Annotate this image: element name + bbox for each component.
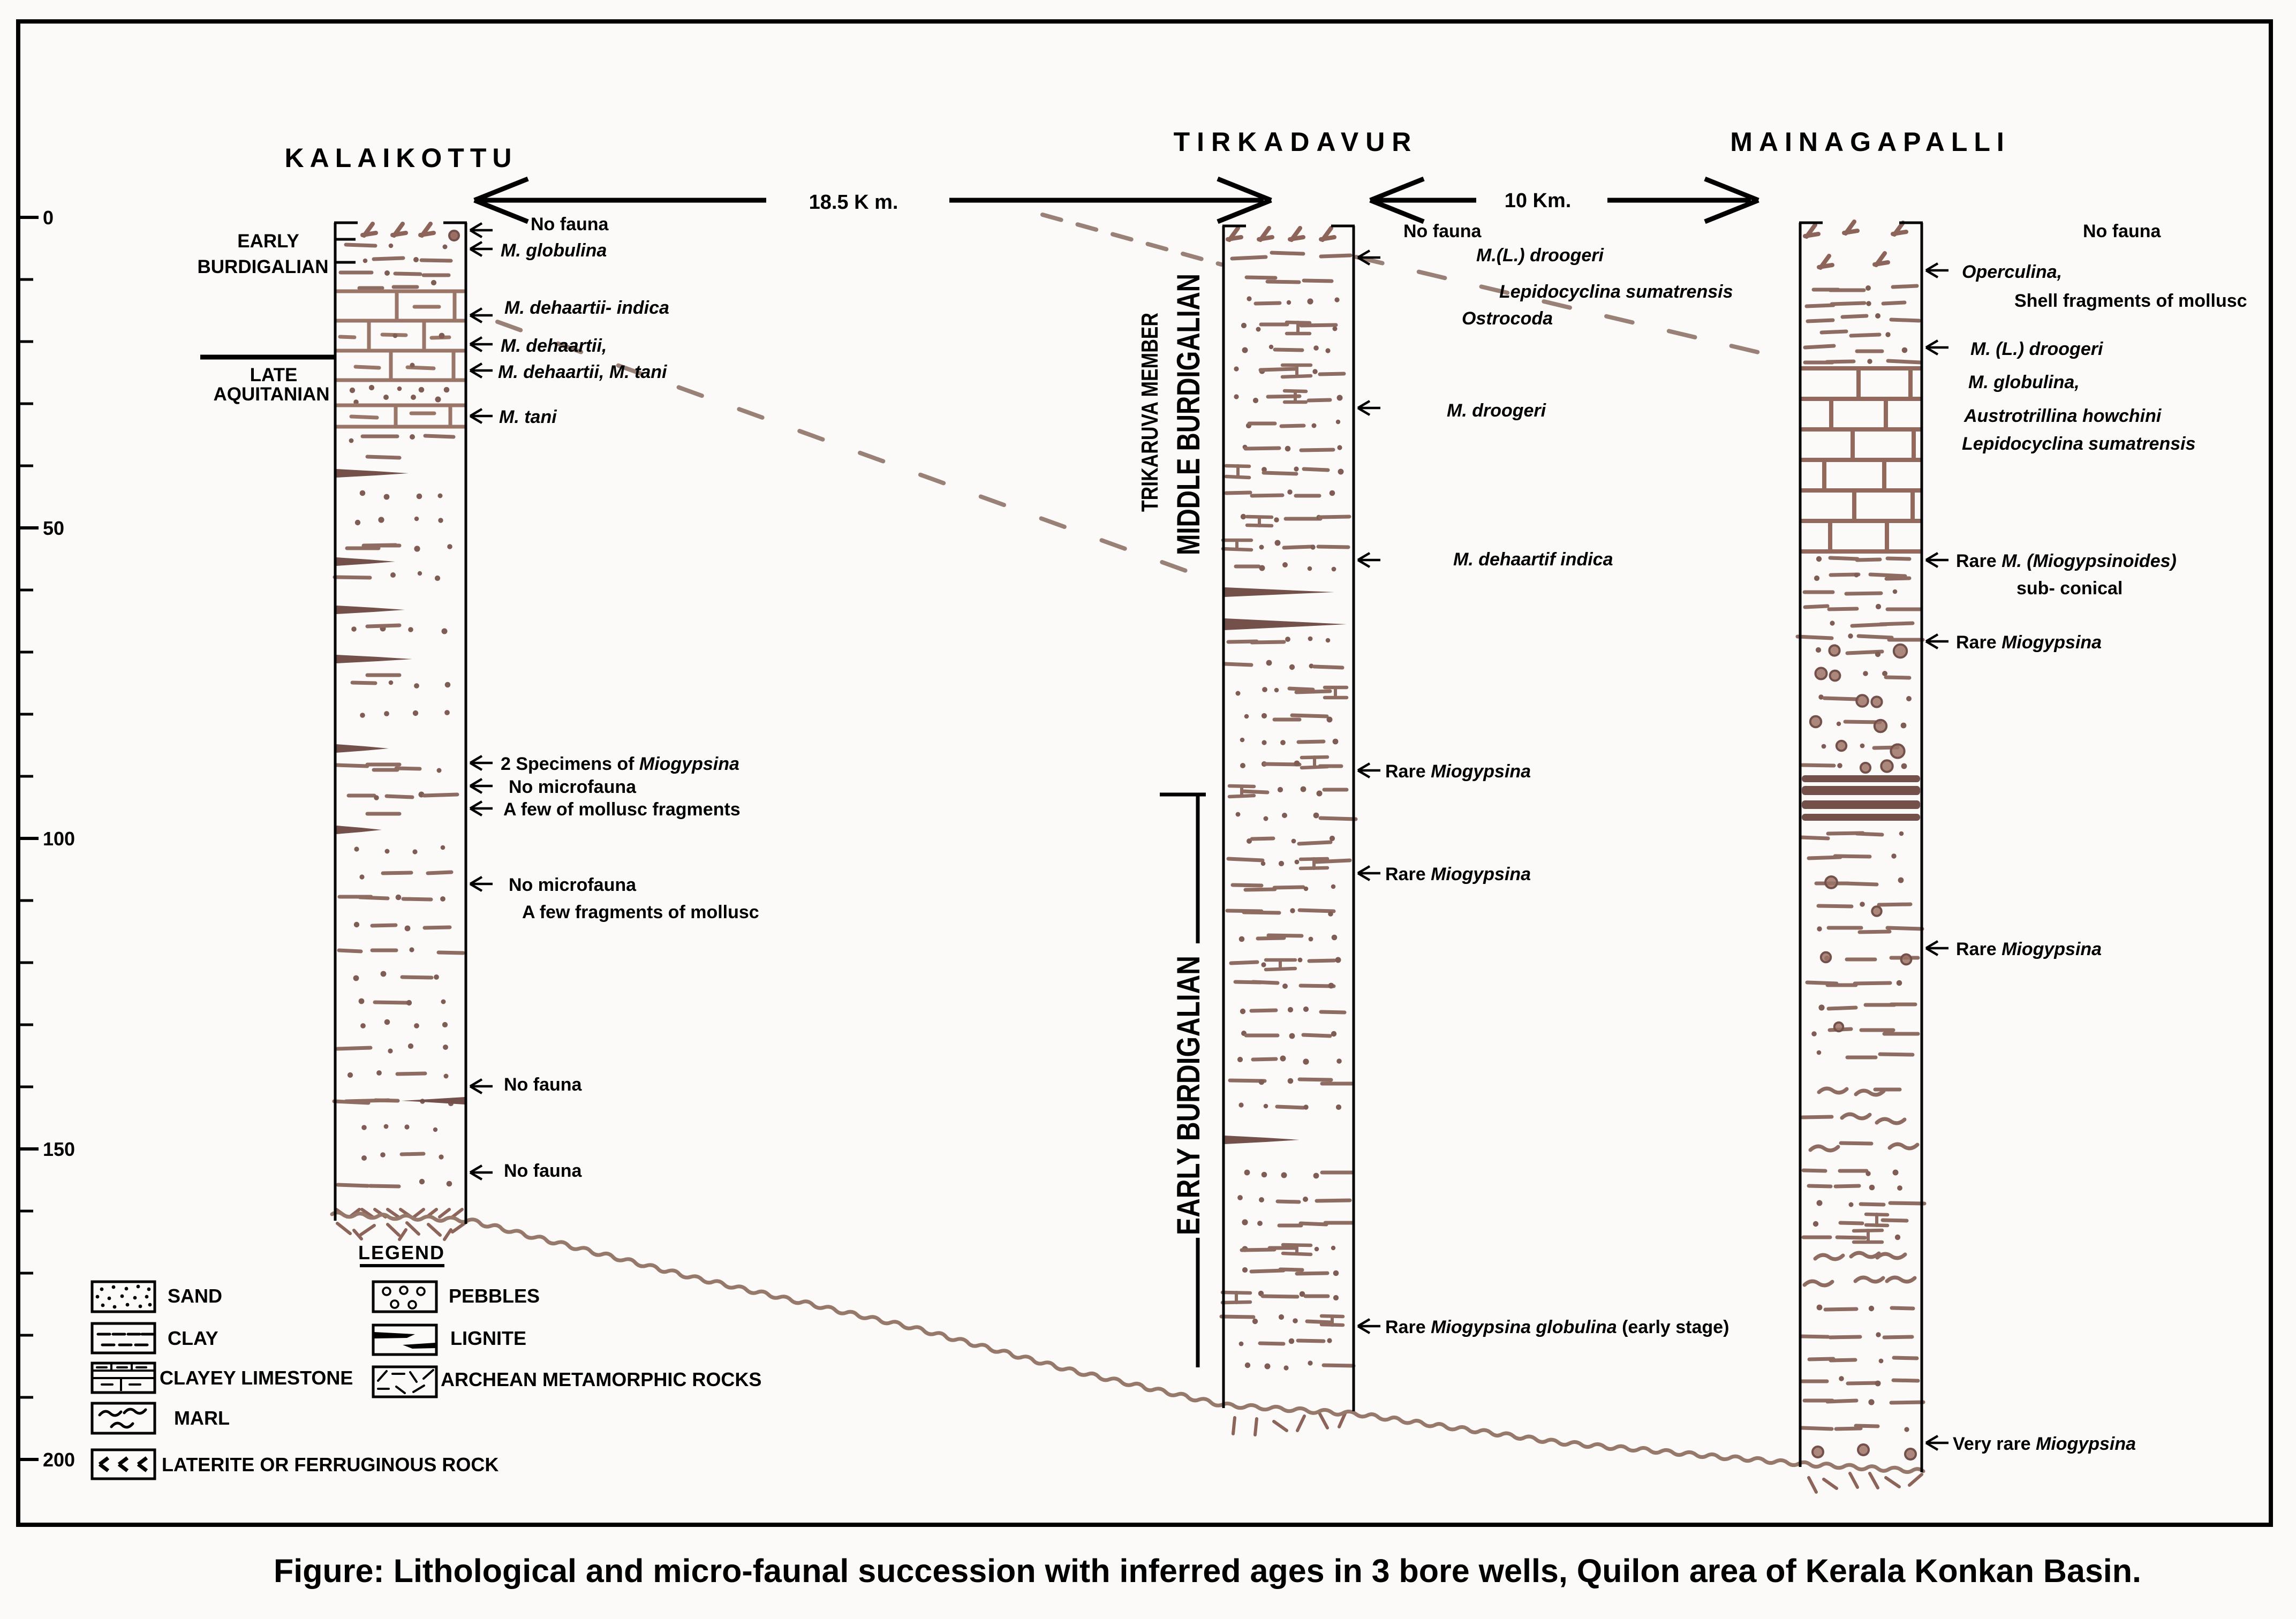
svg-text:M. (L.) droogeri: M. (L.) droogeri	[1970, 339, 2104, 359]
svg-text:Rare Miogypsina: Rare Miogypsina	[1956, 632, 2102, 653]
svg-text:MARL: MARL	[174, 1407, 230, 1429]
svg-text:M. globulina: M. globulina	[501, 240, 607, 261]
svg-text:No microfauna: No microfauna	[509, 777, 637, 797]
svg-text:M. droogeri: M. droogeri	[1447, 400, 1547, 421]
svg-text:Rare M. (Miogypsinoides): Rare M. (Miogypsinoides)	[1956, 551, 2177, 571]
svg-text:Rare Miogypsina: Rare Miogypsina	[1956, 939, 2102, 959]
svg-text:Rare Miogypsina globulina (ear: Rare Miogypsina globulina (early stage)	[1385, 1317, 1729, 1337]
svg-text:LIGNITE: LIGNITE	[450, 1327, 526, 1349]
svg-text:A few of mollusc fragments: A few of mollusc fragments	[503, 799, 741, 820]
svg-text:50: 50	[43, 517, 64, 539]
svg-text:0: 0	[43, 207, 54, 229]
svg-text:SAND: SAND	[168, 1285, 222, 1307]
svg-text:Rare Miogypsina: Rare Miogypsina	[1385, 864, 1531, 884]
svg-text:M. dehaartii, M. tani: M. dehaartii, M. tani	[498, 362, 668, 382]
svg-text:EARLY BURDIGALIAN: EARLY BURDIGALIAN	[1170, 956, 1206, 1235]
svg-text:M.(L.) droogeri: M.(L.) droogeri	[1476, 245, 1605, 266]
svg-text:ARCHEAN METAMORPHIC ROCKS: ARCHEAN METAMORPHIC ROCKS	[441, 1368, 761, 1390]
svg-text:Operculina,: Operculina,	[1962, 262, 2062, 282]
svg-text:Lepidocyclina sumatrensis: Lepidocyclina sumatrensis	[1499, 282, 1733, 302]
svg-text:Figure: Lithological and micro: Figure: Lithological and micro-faunal su…	[274, 1553, 2141, 1589]
svg-text:CLAY: CLAY	[168, 1327, 218, 1349]
svg-text:KALAIKOTTU: KALAIKOTTU	[285, 143, 518, 173]
svg-text:M. dehaartif indica: M. dehaartif indica	[1453, 549, 1613, 570]
svg-text:Austrotrillina howchini: Austrotrillina howchini	[1963, 406, 2162, 426]
svg-text:M. tani: M. tani	[499, 407, 557, 427]
svg-text:No fauna: No fauna	[504, 1161, 583, 1181]
svg-text:18.5 K m.: 18.5 K m.	[809, 191, 898, 214]
svg-text:LEGEND: LEGEND	[358, 1242, 445, 1264]
svg-text:Very rare Miogypsina: Very rare Miogypsina	[1953, 1434, 2136, 1454]
svg-text:Lepidocyclina sumatrensis: Lepidocyclina sumatrensis	[1962, 434, 2196, 454]
svg-text:LATERITE OR FERRUGINOUS ROCK: LATERITE OR FERRUGINOUS ROCK	[162, 1454, 499, 1476]
svg-text:sub- conical: sub- conical	[2016, 578, 2123, 599]
svg-text:EARLY: EARLY	[237, 231, 299, 252]
svg-text:200: 200	[43, 1449, 75, 1471]
svg-text:No fauna: No fauna	[1403, 221, 1482, 241]
svg-text:LATE: LATE	[250, 365, 298, 385]
svg-text:A few fragments of mollusc: A few fragments of mollusc	[522, 902, 759, 922]
svg-text:No microfauna: No microfauna	[509, 875, 637, 895]
svg-text:AQUITANIAN: AQUITANIAN	[213, 384, 329, 405]
svg-text:No fauna: No fauna	[2083, 221, 2162, 241]
svg-text:100: 100	[43, 828, 75, 850]
svg-text:TRIKARUVA MEMBER: TRIKARUVA MEMBER	[1137, 313, 1163, 512]
svg-text:10 Km.: 10 Km.	[1505, 190, 1572, 212]
svg-text:M. dehaartii,: M. dehaartii,	[501, 336, 607, 356]
svg-text:MAINAGAPALLI: MAINAGAPALLI	[1730, 127, 2011, 157]
svg-text:M. globulina,: M. globulina,	[1968, 372, 2080, 392]
svg-text:CLAYEY LIMESTONE: CLAYEY LIMESTONE	[160, 1367, 353, 1389]
svg-text:No fauna: No fauna	[531, 214, 609, 234]
svg-text:M. dehaartii- indica: M. dehaartii- indica	[504, 298, 669, 318]
svg-text:2 Specimens of Miogypsina: 2 Specimens of Miogypsina	[501, 754, 739, 774]
svg-text:MIDDLE BURDIGALIAN: MIDDLE BURDIGALIAN	[1170, 274, 1206, 555]
svg-text:PEBBLES: PEBBLES	[449, 1285, 540, 1307]
svg-text:BURDIGALIAN: BURDIGALIAN	[198, 256, 329, 277]
svg-text:Rare Miogypsina: Rare Miogypsina	[1385, 761, 1531, 782]
svg-text:Ostrocoda: Ostrocoda	[1462, 308, 1553, 329]
svg-text:No fauna: No fauna	[504, 1075, 583, 1095]
svg-text:TIRKADAVUR: TIRKADAVUR	[1174, 127, 1418, 157]
svg-text:150: 150	[43, 1138, 75, 1160]
svg-text:Shell fragments of mollusc: Shell fragments of mollusc	[2014, 291, 2247, 311]
